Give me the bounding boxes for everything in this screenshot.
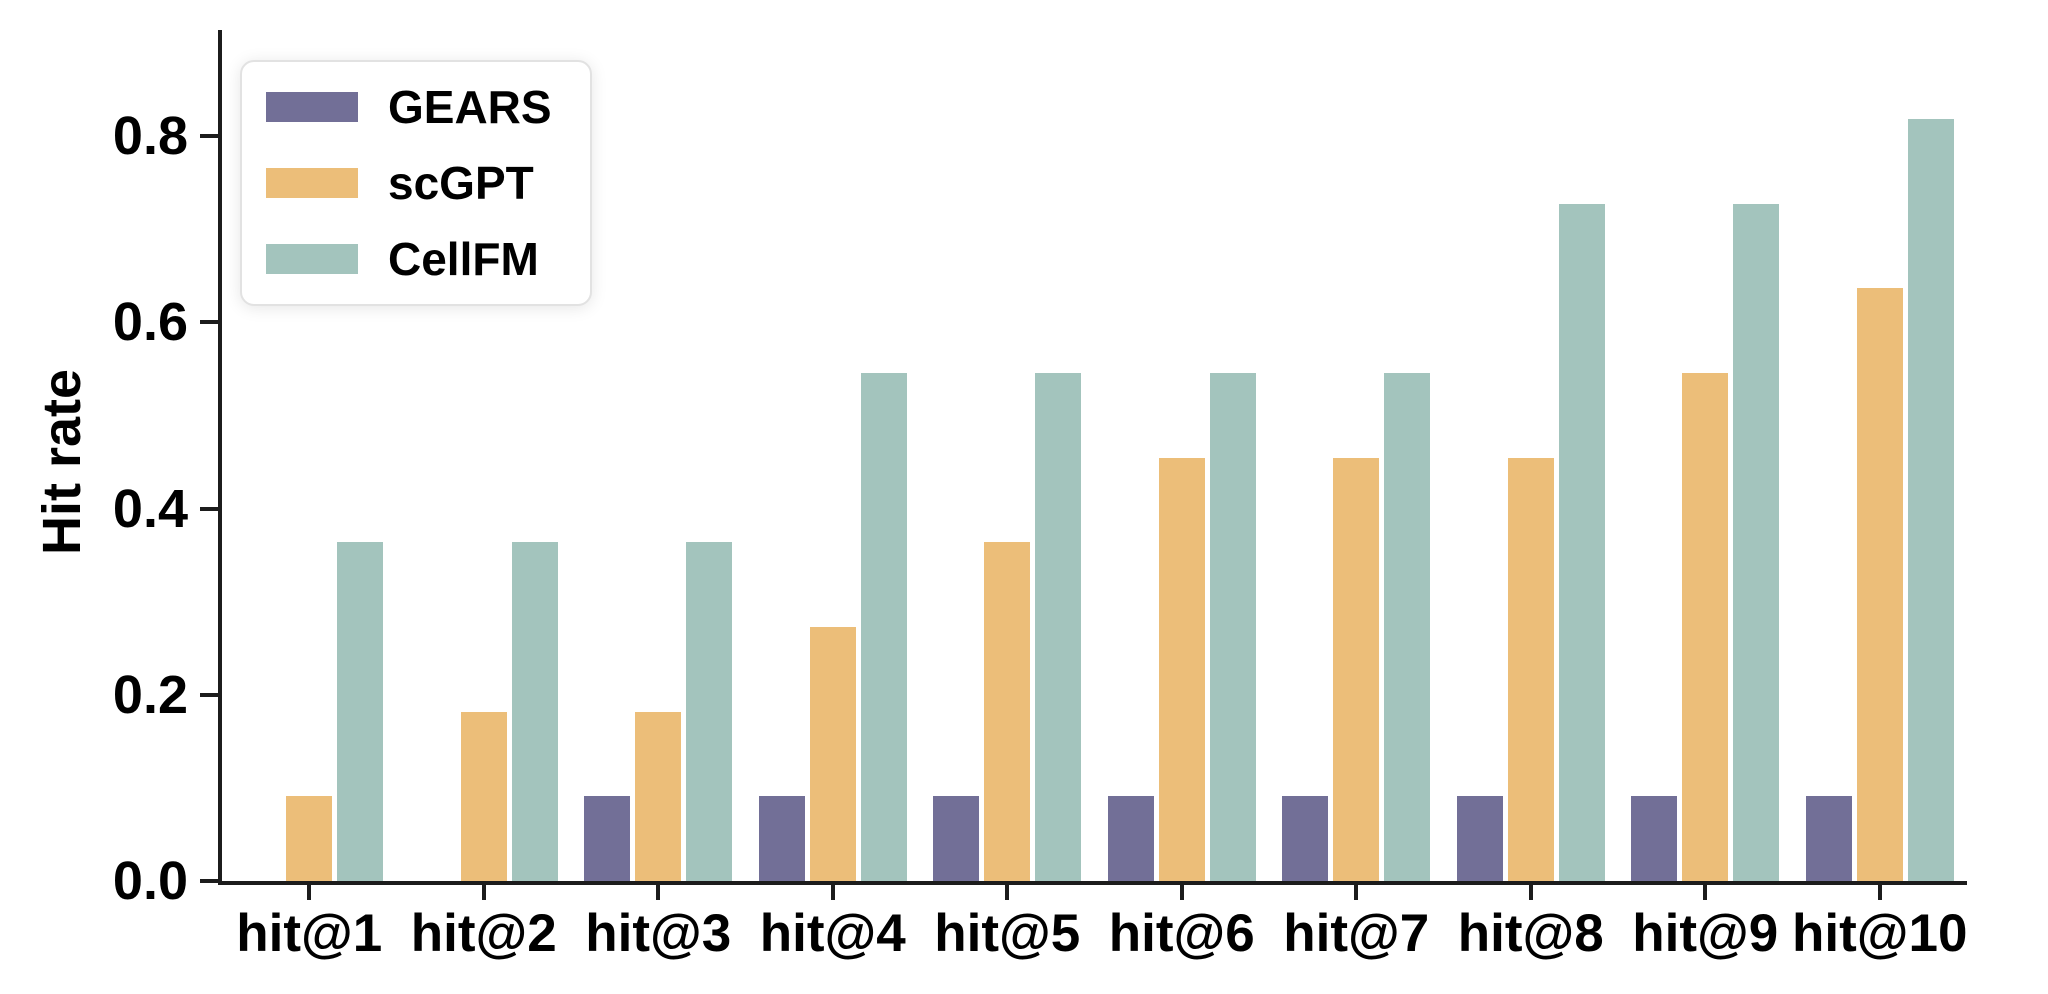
legend: GEARS scGPT CellFM <box>240 60 592 306</box>
bar-gears-hit-at-8 <box>1456 796 1503 881</box>
x-tick-label: hit@9 <box>1632 904 1779 963</box>
bar-cellfm-hit-at-3 <box>686 542 733 881</box>
x-tick-mark <box>656 885 661 900</box>
bar-scgpt-hit-at-6 <box>1158 457 1205 881</box>
x-tick-label: hit@6 <box>1108 904 1255 963</box>
bar-scgpt-hit-at-3 <box>635 711 682 881</box>
bar-cellfm-hit-at-8 <box>1558 203 1605 881</box>
x-tick-mark <box>1005 885 1010 900</box>
x-tick-mark <box>1703 885 1708 900</box>
bar-group-hit-at-1: hit@1 <box>222 30 397 963</box>
x-tick-label: hit@4 <box>759 904 906 963</box>
bar-gears-hit-at-4 <box>758 796 805 881</box>
x-tick-mark <box>1877 885 1882 900</box>
bar-scgpt-hit-at-1 <box>286 796 333 881</box>
y-tick-mark <box>200 879 218 883</box>
bar-gears-hit-at-6 <box>1107 796 1154 881</box>
bar-group-hit-at-9: hit@9 <box>1618 30 1793 963</box>
bar-group-hit-at-2: hit@2 <box>397 30 572 963</box>
plot-area: 0.0 0.2 0.4 0.6 0.8 hit@1 hit@2 hit@3 hit@4 hit@… <box>113 30 1967 963</box>
x-tick-mark <box>481 885 486 900</box>
y-tick-mark <box>200 506 218 511</box>
x-tick-mark <box>830 885 835 900</box>
y-tick-label: 0.8 <box>112 106 188 167</box>
bar-cellfm-hit-at-5 <box>1035 373 1082 881</box>
legend-label-gears: GEARS <box>388 81 552 133</box>
y-tick-mark <box>200 134 218 139</box>
x-tick-mark <box>307 885 312 900</box>
x-tick-mark <box>1354 885 1359 900</box>
bar-scgpt-hit-at-10 <box>1856 288 1903 881</box>
bar-cellfm-hit-at-9 <box>1733 203 1780 881</box>
bar-scgpt-hit-at-5 <box>984 542 1031 881</box>
bar-gears-hit-at-10 <box>1805 796 1852 881</box>
bar-gears-hit-at-7 <box>1282 796 1329 881</box>
bar-group-hit-at-7: hit@7 <box>1269 30 1444 963</box>
bar-gears-hit-at-9 <box>1631 796 1678 881</box>
bar-cellfm-hit-at-6 <box>1209 373 1256 881</box>
x-tick-label: hit@7 <box>1283 904 1430 963</box>
bar-group-hit-at-3: hit@3 <box>571 30 746 963</box>
x-tick-label: hit@3 <box>585 904 732 963</box>
y-tick-label: 0.0 <box>112 851 188 911</box>
legend-swatch-scgpt <box>266 168 358 198</box>
legend-label-cellfm: CellFM <box>388 233 539 285</box>
bar-cellfm-hit-at-1 <box>337 542 384 881</box>
x-tick-label: hit@10 <box>1792 904 1968 963</box>
bar-scgpt-hit-at-2 <box>460 711 507 881</box>
bar-group-hit-at-5: hit@5 <box>920 30 1095 963</box>
y-tick-label: 0.6 <box>112 292 188 353</box>
bar-cellfm-hit-at-4 <box>860 373 907 881</box>
y-tick-label: 0.4 <box>112 478 188 539</box>
y-axis-title: Hit rate <box>32 368 92 556</box>
bar-scgpt-hit-at-4 <box>809 627 856 881</box>
bar-group-hit-at-10: hit@10 <box>1792 30 1967 963</box>
bar-cellfm-hit-at-10 <box>1907 119 1954 881</box>
bar-scgpt-hit-at-9 <box>1682 373 1729 881</box>
y-tick-mark <box>200 692 218 697</box>
bar-scgpt-hit-at-7 <box>1333 457 1380 881</box>
bar-scgpt-hit-at-8 <box>1507 457 1554 881</box>
x-tick-label: hit@5 <box>934 904 1081 963</box>
x-tick-mark <box>1528 885 1533 900</box>
y-tick-label: 0.2 <box>112 664 188 725</box>
legend-swatch-gears <box>266 92 358 122</box>
bars-region: hit@1 hit@2 hit@3 hit@4 hit@5 hit@6 hit@7 hit@8… <box>222 30 1967 963</box>
y-tick-mark <box>200 320 218 325</box>
bar-gears-hit-at-5 <box>933 796 980 881</box>
legend-label-scgpt: scGPT <box>388 157 534 209</box>
bar-group-hit-at-8: hit@8 <box>1444 30 1619 963</box>
bar-cellfm-hit-at-2 <box>511 542 558 881</box>
bar-group-hit-at-6: hit@6 <box>1095 30 1270 963</box>
x-tick-label: hit@2 <box>410 904 557 963</box>
bar-gears-hit-at-3 <box>584 796 631 881</box>
x-tick-mark <box>1179 885 1184 900</box>
bar-group-hit-at-4: hit@4 <box>746 30 921 963</box>
legend-item-gears: GEARS <box>266 84 552 130</box>
bar-cellfm-hit-at-7 <box>1384 373 1431 881</box>
x-tick-label: hit@1 <box>236 904 383 963</box>
legend-item-scgpt: scGPT <box>266 160 552 206</box>
legend-item-cellfm: CellFM <box>266 236 552 282</box>
x-tick-label: hit@8 <box>1457 904 1604 963</box>
legend-swatch-cellfm <box>266 244 358 274</box>
